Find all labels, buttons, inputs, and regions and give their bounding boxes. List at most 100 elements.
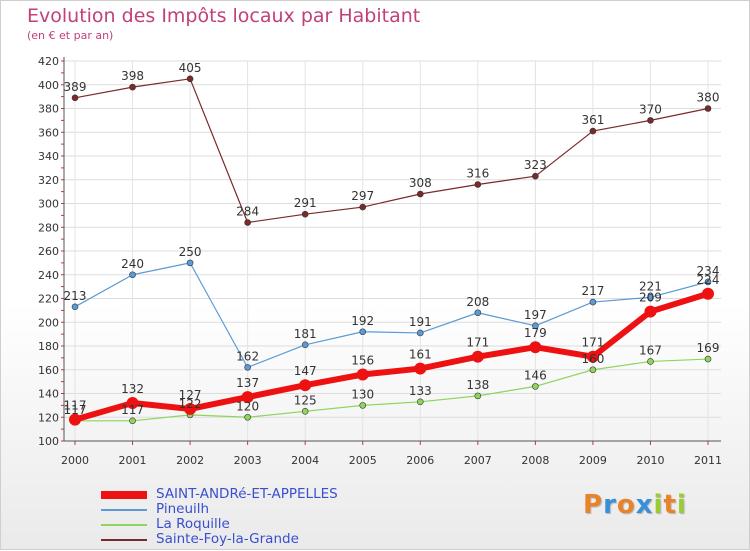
legend-item: La Roquille — [101, 517, 338, 532]
data-label: 161 — [409, 348, 432, 362]
y-tick-label: 300 — [38, 198, 59, 211]
data-point — [474, 181, 482, 188]
data-point — [586, 350, 599, 363]
data-point — [702, 287, 714, 300]
x-tick-label: 2010 — [636, 454, 664, 467]
y-tick-label: 320 — [38, 174, 59, 187]
x-tick-label: 2004 — [291, 454, 319, 467]
legend-item: Sainte-Foy-la-Grande — [101, 532, 338, 547]
data-label: 208 — [466, 295, 489, 309]
chart-subtitle: (en € et par an) — [27, 29, 114, 42]
logo-letter: r — [603, 490, 617, 520]
x-tick-label: 2007 — [464, 454, 492, 467]
y-tick-label: 160 — [38, 364, 59, 377]
y-tick-label: 380 — [38, 103, 59, 116]
data-label: 130 — [351, 387, 374, 401]
data-point — [647, 117, 654, 124]
data-label: 160 — [581, 352, 604, 366]
data-label: 250 — [179, 245, 202, 259]
data-label: 122 — [179, 397, 202, 411]
data-label: 125 — [294, 393, 317, 407]
data-point — [241, 391, 254, 404]
data-point — [474, 392, 482, 400]
data-point — [301, 341, 309, 349]
data-label: 117 — [121, 403, 144, 417]
y-tick-label: 340 — [38, 150, 59, 163]
data-label: 197 — [524, 308, 547, 322]
logo-letter: t — [663, 490, 677, 520]
data-point — [71, 94, 79, 102]
data-point — [644, 305, 657, 318]
data-label: 120 — [236, 399, 259, 413]
data-point — [186, 75, 194, 83]
y-tick-label: 100 — [38, 435, 59, 448]
data-point — [416, 329, 424, 337]
data-label: 240 — [121, 257, 144, 271]
data-point — [532, 383, 539, 390]
data-label: 398 — [121, 69, 144, 83]
legend-swatch — [101, 538, 147, 541]
x-tick-label: 2008 — [521, 454, 549, 467]
series-line — [75, 358, 709, 422]
legend-swatch — [101, 523, 147, 526]
data-label: 308 — [409, 176, 432, 190]
data-label: 291 — [294, 196, 317, 210]
logo-letter: i — [676, 490, 687, 520]
y-tick-label: 280 — [38, 221, 59, 234]
data-point — [359, 402, 367, 409]
data-point — [589, 127, 597, 135]
data-point — [359, 203, 367, 211]
y-tick-label: 200 — [38, 316, 59, 329]
data-point — [301, 408, 309, 415]
data-point — [704, 278, 712, 286]
chart-title: Evolution des Impôts locaux par Habitant — [27, 5, 421, 27]
proxiti-logo: Proxiti — [583, 490, 687, 520]
data-point — [129, 271, 136, 279]
legend-label: Pineuilh — [156, 501, 210, 517]
data-point — [532, 322, 539, 330]
y-tick-label: 220 — [38, 293, 59, 306]
data-point — [414, 362, 427, 375]
data-label: 191 — [409, 315, 432, 329]
data-point — [71, 303, 79, 311]
data-point — [69, 413, 81, 426]
data-label: 169 — [697, 341, 720, 355]
data-label: 138 — [466, 378, 489, 392]
data-label: 221 — [639, 279, 662, 293]
data-label: 133 — [409, 384, 432, 398]
data-point — [704, 355, 712, 363]
data-label: 137 — [236, 376, 259, 390]
legend-item: SAINT-ANDRé-ET-APPELLES — [101, 487, 338, 502]
x-tick-label: 2011 — [694, 454, 722, 467]
data-point — [244, 413, 251, 421]
y-tick-label: 240 — [38, 269, 59, 282]
data-point — [529, 341, 542, 354]
data-point — [416, 398, 424, 406]
data-label: 146 — [524, 368, 547, 382]
data-label: 156 — [351, 354, 374, 368]
y-tick-label: 260 — [38, 245, 59, 258]
legend-swatch — [101, 508, 147, 511]
legend-label: La Roquille — [156, 516, 230, 532]
data-point — [474, 309, 482, 317]
data-point — [129, 83, 136, 91]
data-point — [244, 219, 251, 226]
data-label: 224 — [697, 273, 720, 287]
data-label: 117 — [64, 399, 87, 413]
logo-letter: P — [583, 490, 604, 520]
series-line — [74, 262, 709, 368]
logo-letter: x — [635, 490, 654, 520]
data-point — [359, 328, 367, 336]
y-tick-label: 400 — [38, 79, 59, 92]
x-tick-label: 2002 — [176, 454, 204, 467]
x-tick-label: 2001 — [119, 454, 147, 467]
series-line — [74, 290, 709, 423]
data-label: 284 — [236, 205, 259, 219]
data-label: 162 — [236, 349, 259, 363]
data-label: 361 — [581, 113, 604, 127]
x-tick-label: 2000 — [61, 454, 89, 467]
data-point — [532, 172, 539, 180]
legend-label: Sainte-Foy-la-Grande — [156, 531, 299, 547]
